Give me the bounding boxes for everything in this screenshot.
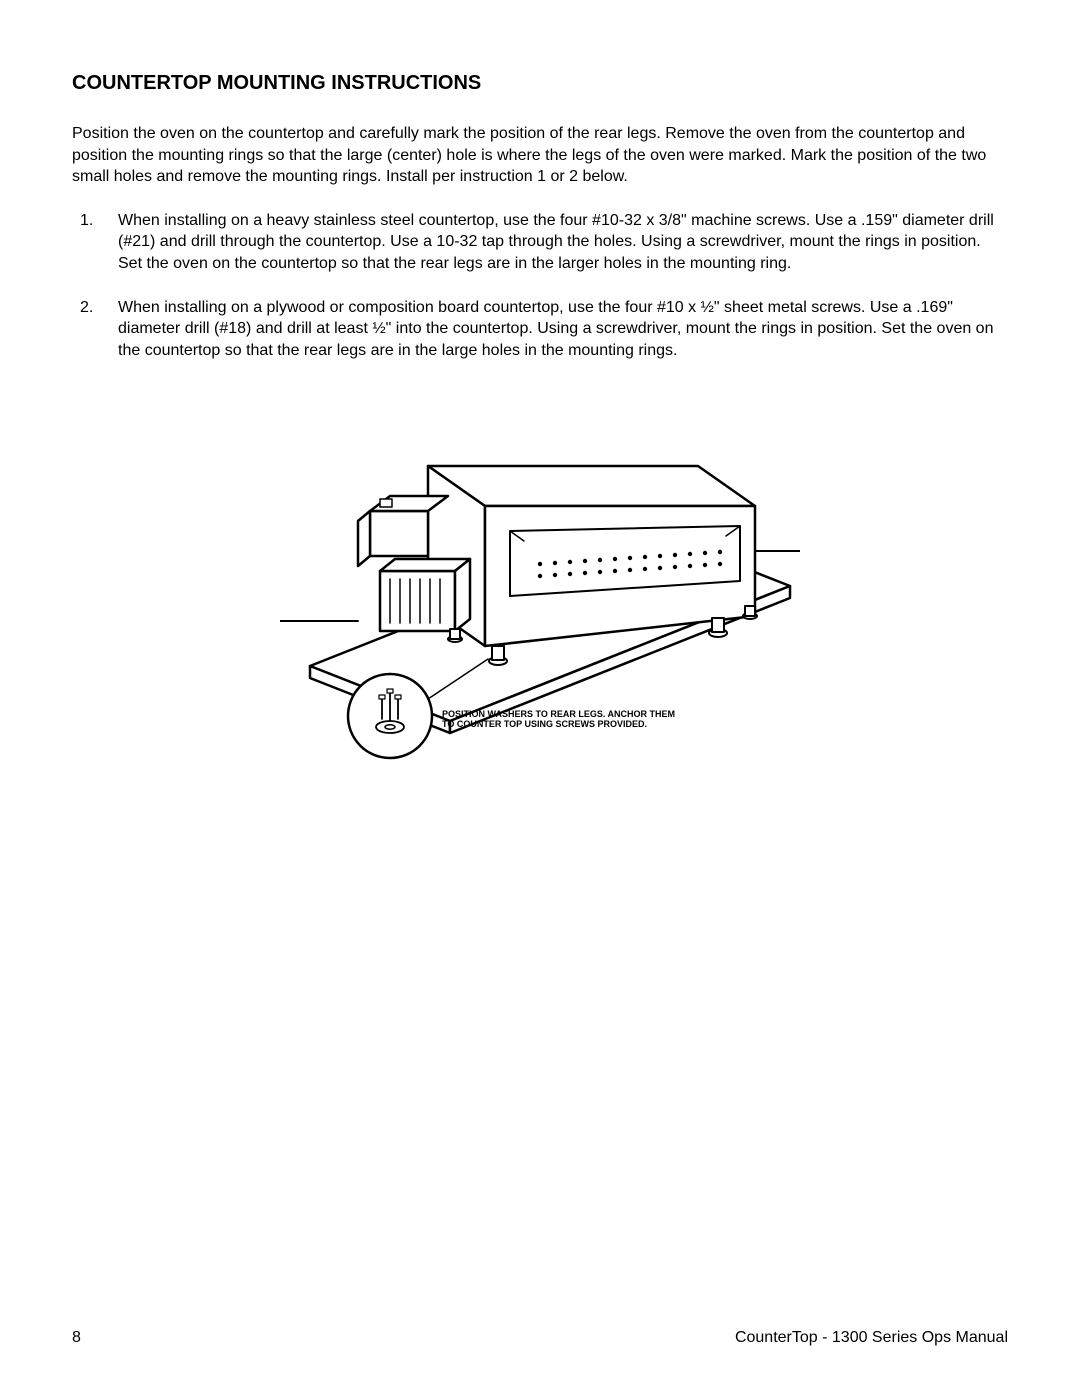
instruction-step: When installing on a heavy stainless ste… bbox=[72, 210, 1008, 275]
figure-caption-line1: POSITION WASHERS TO REAR LEGS. ANCHOR TH… bbox=[442, 709, 675, 719]
page-footer: 8 CounterTop - 1300 Series Ops Manual bbox=[72, 1329, 1008, 1347]
figure-caption-line2: TO COUNTER TOP USING SCREWS PROVIDED. bbox=[442, 719, 647, 729]
doc-title: CounterTop - 1300 Series Ops Manual bbox=[735, 1329, 1008, 1347]
instruction-list: When installing on a heavy stainless ste… bbox=[72, 210, 1008, 362]
intro-paragraph: Position the oven on the countertop and … bbox=[72, 123, 1008, 188]
section-title: COUNTERTOP MOUNTING INSTRUCTIONS bbox=[72, 72, 1008, 95]
instruction-step: When installing on a plywood or composit… bbox=[72, 297, 1008, 362]
page-number: 8 bbox=[72, 1329, 81, 1347]
oven-diagram: POSITION WASHERS TO REAR LEGS. ANCHOR TH… bbox=[280, 421, 800, 761]
